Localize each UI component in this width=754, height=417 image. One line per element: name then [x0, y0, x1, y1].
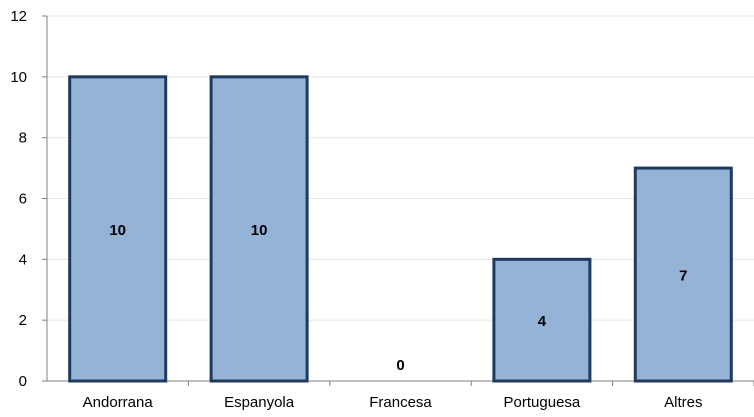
- y-tick-label: 6: [19, 191, 27, 208]
- x-category-label: Espanyola: [224, 394, 295, 411]
- x-category-label: Portuguesa: [504, 394, 581, 411]
- y-axis-tick-labels: 0 2 4 6 8 10 12: [10, 8, 27, 390]
- bar-altres: [633, 166, 733, 383]
- y-tick-label: 2: [19, 312, 27, 329]
- bars: [68, 75, 733, 383]
- y-tick-label: 10: [10, 69, 27, 86]
- data-label-andorrana: 10: [109, 222, 126, 239]
- bar-portuguesa: [492, 257, 592, 383]
- data-label-francesa: 0: [396, 357, 404, 374]
- data-label-portuguesa: 4: [538, 313, 547, 330]
- x-category-label: Francesa: [369, 394, 432, 411]
- bar-espanyola: [209, 75, 309, 383]
- y-tick-label: 0: [19, 373, 27, 390]
- y-tick-label: 12: [10, 8, 27, 25]
- bar-andorrana: [68, 75, 168, 383]
- data-label-altres: 7: [679, 268, 687, 285]
- x-axis-category-labels: Andorrana Espanyola Francesa Portuguesa Altr…: [83, 394, 703, 411]
- data-label-espanyola: 10: [251, 222, 268, 239]
- y-tick-label: 8: [19, 130, 27, 147]
- x-category-label: Altres: [664, 394, 702, 411]
- y-tick-label: 4: [19, 251, 27, 268]
- data-labels: 10 10 0 4 7: [109, 222, 687, 374]
- x-category-label: Andorrana: [83, 394, 154, 411]
